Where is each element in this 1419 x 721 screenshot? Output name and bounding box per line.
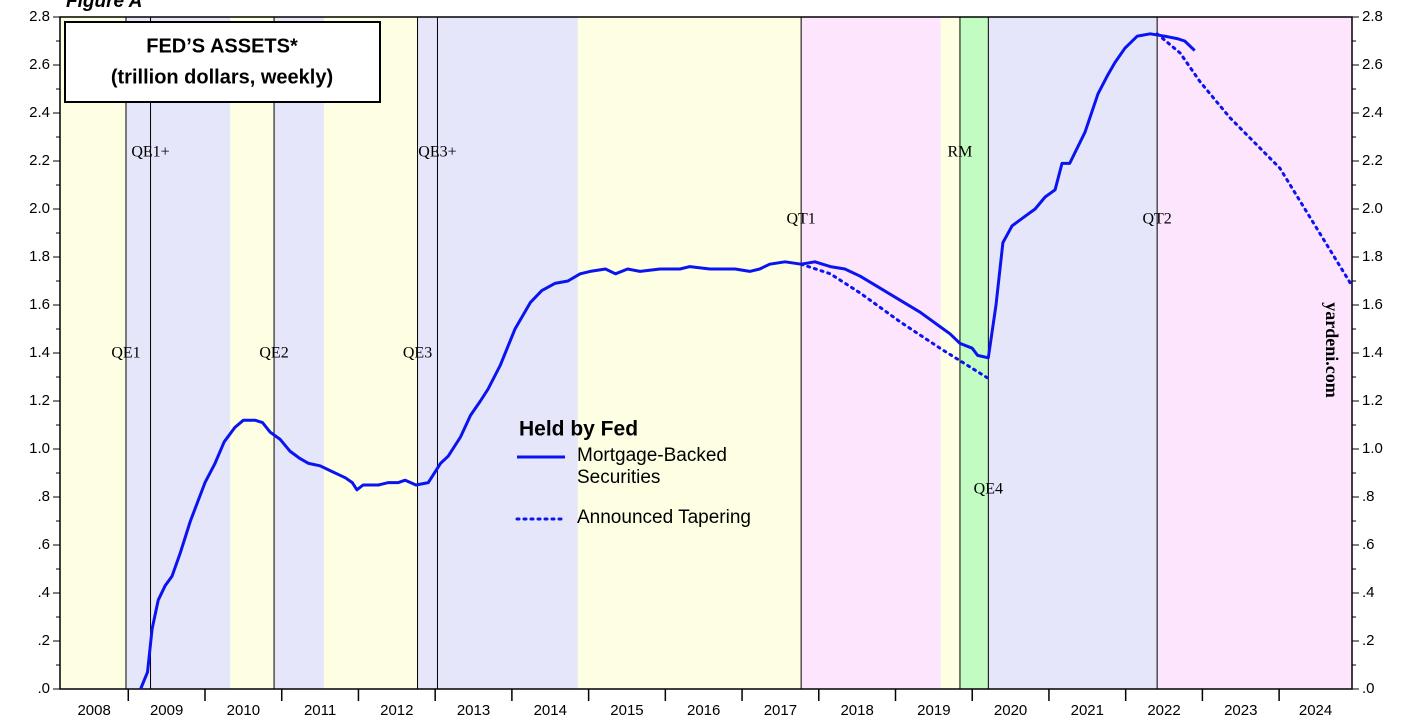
y-tick-label: 2.0	[29, 200, 50, 217]
x-tick-label: 2010	[227, 702, 260, 719]
shaded-period	[60, 17, 126, 689]
y-tick-label: .4	[37, 584, 50, 601]
event-label: QE1	[111, 345, 140, 362]
y2-tick-label: 1.4	[1362, 344, 1383, 361]
x-tick-label: 2014	[534, 702, 567, 719]
y-tick-label: .6	[37, 536, 50, 553]
event-label: QT1	[786, 211, 815, 228]
y-tick-label: 2.6	[29, 56, 50, 73]
series-line	[139, 32, 1196, 690]
title-box	[64, 21, 381, 103]
y2-tick-label: 2.4	[1362, 104, 1383, 121]
y-tick-label: .0	[37, 680, 50, 697]
x-tick-label: 2018	[840, 702, 873, 719]
x-tick-label: 2016	[687, 702, 720, 719]
y-tick-label: 1.0	[29, 440, 50, 457]
watermark: yardeni.com	[1322, 302, 1342, 397]
event-label: QE3+	[418, 144, 456, 161]
y-tick-label: 2.4	[29, 104, 50, 121]
shaded-period	[577, 17, 802, 689]
shaded-period	[323, 17, 418, 689]
y2-tick-label: 2.2	[1362, 152, 1383, 169]
x-tick-label: 2024	[1299, 702, 1332, 719]
x-tick-label: 2009	[150, 702, 183, 719]
event-label: QE1+	[131, 144, 169, 161]
event-label: RM	[947, 144, 972, 161]
shaded-period	[274, 17, 324, 689]
y2-tick-label: 1.6	[1362, 296, 1383, 313]
y2-tick-label: 2.6	[1362, 56, 1383, 73]
event-label: QE4	[974, 481, 1003, 498]
event-label: QE3	[403, 345, 432, 362]
chart-title: FED’S ASSETS*	[146, 35, 298, 57]
y-tick-label: 1.4	[29, 344, 50, 361]
x-tick-label: 2017	[764, 702, 797, 719]
x-tick-label: 2019	[917, 702, 950, 719]
event-label: QT2	[1142, 211, 1171, 228]
legend-entry: Mortgage-Backed Securities	[577, 445, 727, 488]
legend-entry: Announced Tapering	[577, 507, 751, 528]
shaded-period	[125, 17, 231, 689]
x-tick-label: 2011	[304, 702, 336, 719]
y2-tick-label: .0	[1362, 680, 1375, 697]
shaded-period	[988, 17, 1158, 689]
x-tick-label: 2021	[1071, 702, 1104, 719]
y2-tick-label: .4	[1362, 584, 1375, 601]
y2-tick-label: .2	[1362, 632, 1375, 649]
x-tick-label: 2022	[1147, 702, 1180, 719]
y-tick-label: .8	[37, 488, 50, 505]
y-tick-label: 2.2	[29, 152, 50, 169]
x-tick-label: 2008	[77, 702, 110, 719]
y2-tick-label: 2.8	[1362, 8, 1383, 25]
shaded-period	[417, 17, 578, 689]
shaded-period	[801, 17, 941, 689]
series-line	[799, 32, 1354, 381]
y-tick-label: 2.8	[29, 8, 50, 25]
shaded-period	[230, 17, 275, 689]
y2-tick-label: 1.2	[1362, 392, 1383, 409]
event-label: QE2	[259, 345, 288, 362]
x-tick-label: 2020	[994, 702, 1027, 719]
legend-title: Held by Fed	[519, 418, 638, 441]
y-tick-label: .2	[37, 632, 50, 649]
shaded-period	[1157, 17, 1352, 689]
y2-tick-label: 1.0	[1362, 440, 1383, 457]
x-tick-label: 2013	[457, 702, 490, 719]
y-tick-label: 1.8	[29, 248, 50, 265]
x-tick-label: 2012	[380, 702, 413, 719]
y2-tick-label: .8	[1362, 488, 1375, 505]
y2-tick-label: .6	[1362, 536, 1375, 553]
x-tick-label: 2015	[610, 702, 643, 719]
chart-subtitle: (trillion dollars, weekly)	[111, 66, 333, 88]
figure-label: Figure A	[66, 0, 142, 12]
x-tick-label: 2023	[1224, 702, 1257, 719]
legend-label: Announced Tapering	[577, 507, 751, 528]
y2-tick-label: 2.0	[1362, 200, 1383, 217]
y-tick-label: 1.6	[29, 296, 50, 313]
y2-tick-label: 1.8	[1362, 248, 1383, 265]
legend-label: Mortgage-Backed Securities	[577, 445, 727, 488]
y-tick-label: 1.2	[29, 392, 50, 409]
